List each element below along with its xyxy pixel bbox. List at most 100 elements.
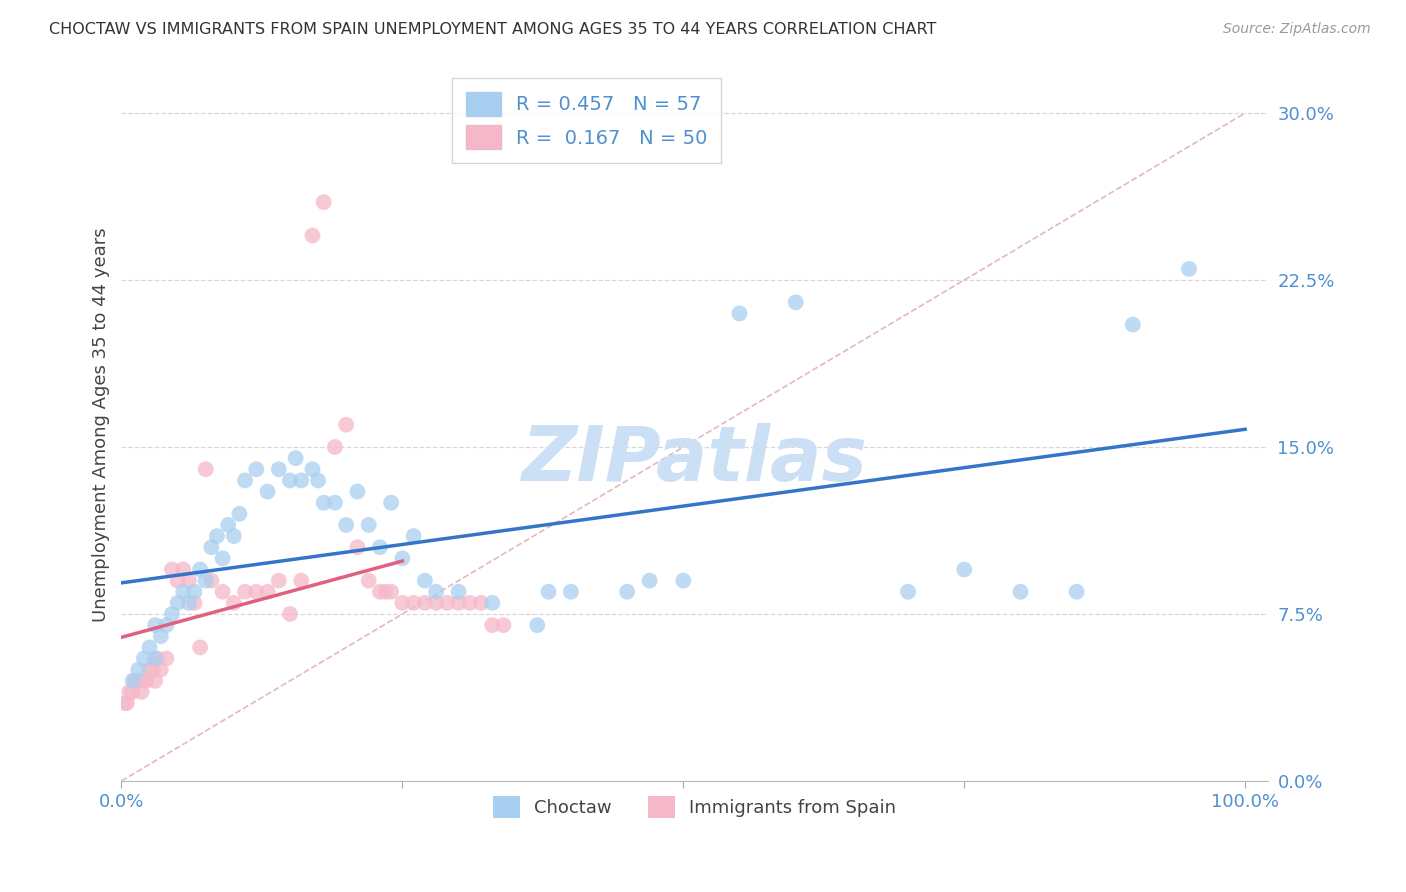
Point [425, 584, 447, 599]
Point [183, 584, 205, 599]
Point [368, 584, 391, 599]
Point [200, 540, 222, 554]
Point [233, 474, 256, 488]
Point [267, 462, 290, 476]
Point [374, 584, 396, 599]
Point [172, 584, 194, 599]
Point [616, 584, 638, 599]
Point [155, 651, 177, 665]
Point [211, 551, 233, 566]
Point [307, 474, 329, 488]
Point [194, 462, 217, 476]
Point [228, 507, 250, 521]
Point [146, 651, 169, 665]
Point [278, 474, 301, 488]
Point [138, 640, 160, 655]
Point [245, 462, 267, 476]
Point [205, 529, 228, 543]
Point [481, 596, 503, 610]
Point [166, 596, 188, 610]
Point [1066, 584, 1088, 599]
Point [413, 596, 436, 610]
Point [312, 195, 335, 210]
Point [1122, 318, 1144, 332]
Point [638, 574, 661, 588]
Point [211, 584, 233, 599]
Point [312, 496, 335, 510]
Point [138, 663, 160, 677]
Point [301, 462, 323, 476]
Point [160, 562, 183, 576]
Point [194, 574, 217, 588]
Point [953, 562, 976, 576]
Point [301, 228, 323, 243]
Point [290, 474, 312, 488]
Point [143, 673, 166, 688]
Point [537, 584, 560, 599]
Point [335, 518, 357, 533]
Point [121, 685, 143, 699]
Point [290, 574, 312, 588]
Point [143, 618, 166, 632]
Point [149, 629, 172, 643]
Point [200, 574, 222, 588]
Point [143, 651, 166, 665]
Point [481, 618, 503, 632]
Point [380, 584, 402, 599]
Point [160, 607, 183, 621]
Text: CHOCTAW VS IMMIGRANTS FROM SPAIN UNEMPLOYMENT AMONG AGES 35 TO 44 YEARS CORRELAT: CHOCTAW VS IMMIGRANTS FROM SPAIN UNEMPLO… [49, 22, 936, 37]
Point [391, 596, 413, 610]
Point [149, 663, 172, 677]
Point [447, 584, 470, 599]
Point [1178, 261, 1201, 276]
Point [447, 596, 470, 610]
Point [256, 584, 278, 599]
Point [672, 574, 695, 588]
Point [115, 696, 138, 710]
Point [402, 529, 425, 543]
Point [346, 484, 368, 499]
Point [166, 574, 188, 588]
Point [183, 596, 205, 610]
Point [132, 651, 155, 665]
Point [132, 673, 155, 688]
Point [127, 663, 149, 677]
Point [380, 496, 402, 510]
Point [1010, 584, 1032, 599]
Point [142, 663, 165, 677]
Point [458, 596, 481, 610]
Point [256, 484, 278, 499]
Text: Source: ZipAtlas.com: Source: ZipAtlas.com [1223, 22, 1371, 37]
Legend: Choctaw, Immigrants from Spain: Choctaw, Immigrants from Spain [485, 789, 904, 825]
Point [188, 562, 211, 576]
Point [127, 673, 149, 688]
Point [323, 496, 346, 510]
Point [357, 574, 380, 588]
Point [402, 596, 425, 610]
Point [335, 417, 357, 432]
Point [121, 673, 143, 688]
Point [391, 551, 413, 566]
Point [470, 596, 492, 610]
Point [124, 673, 146, 688]
Point [217, 518, 239, 533]
Point [188, 640, 211, 655]
Point [131, 685, 153, 699]
Y-axis label: Unemployment Among Ages 35 to 44 years: Unemployment Among Ages 35 to 44 years [93, 227, 110, 622]
Point [245, 584, 267, 599]
Point [413, 574, 436, 588]
Point [368, 540, 391, 554]
Point [233, 584, 256, 599]
Point [346, 540, 368, 554]
Point [222, 596, 245, 610]
Point [284, 451, 307, 466]
Point [560, 584, 582, 599]
Point [425, 596, 447, 610]
Point [323, 440, 346, 454]
Point [492, 618, 515, 632]
Point [135, 673, 157, 688]
Point [155, 618, 177, 632]
Point [114, 696, 136, 710]
Point [222, 529, 245, 543]
Point [278, 607, 301, 621]
